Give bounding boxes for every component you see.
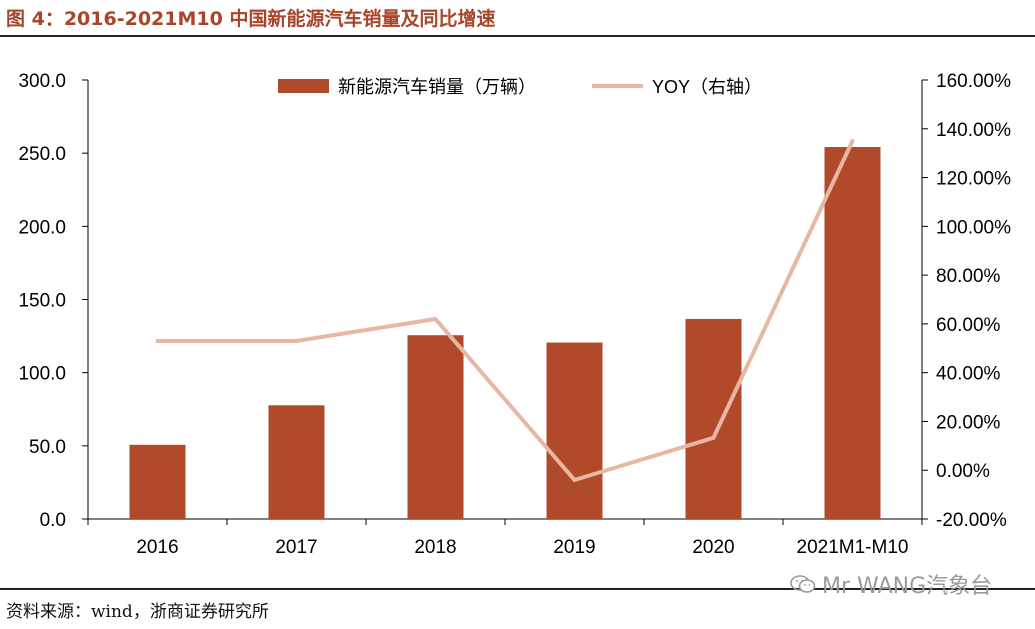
- x-tick-label: 2016: [136, 537, 178, 558]
- yoy-point: [294, 338, 299, 343]
- yoy-point: [711, 435, 716, 440]
- bar: [268, 405, 325, 519]
- left-tick-label: 250.0: [18, 144, 66, 165]
- bar: [129, 444, 186, 519]
- yoy-point: [850, 138, 855, 143]
- legend: 新能源汽车销量（万辆） YOY（右轴）: [278, 77, 762, 97]
- bar: [685, 318, 742, 519]
- right-tick-label: 140.00%: [936, 120, 1011, 141]
- yoy-point: [433, 317, 438, 322]
- watermark: Mr WANG汽象台: [790, 568, 992, 600]
- right-tick-label: 20.00%: [936, 412, 1001, 433]
- right-tick-label: 60.00%: [936, 315, 1001, 336]
- right-tick-label: 40.00%: [936, 364, 1001, 385]
- left-tick-label: 50.0: [29, 437, 66, 458]
- legend-line-label: YOY（右轴）: [652, 77, 762, 97]
- x-tick-label: 2021M1-M10: [797, 537, 909, 558]
- x-tick-label: 2018: [414, 537, 456, 558]
- top-rule: [0, 35, 1035, 37]
- bar: [546, 342, 603, 519]
- left-tick-label: 100.0: [18, 364, 66, 385]
- bars: [129, 147, 881, 519]
- chart: 0.0 50.0 100.0 150.0 200.0 250.0 300.0 -20.00% 0…: [18, 71, 1011, 558]
- right-tick-label: 80.00%: [936, 266, 1001, 287]
- legend-bar-swatch: [278, 79, 329, 93]
- right-tick-label: 100.00%: [936, 217, 1011, 238]
- left-tick-label: 0.0: [40, 510, 66, 531]
- wechat-icon: [790, 575, 816, 593]
- yoy-point: [572, 477, 577, 482]
- yoy-line-path: [157, 140, 855, 482]
- right-tick-label: 0.00%: [936, 461, 990, 482]
- yoy-line: [155, 138, 855, 482]
- x-tick-label: 2020: [692, 537, 734, 558]
- watermark-text: Mr WANG汽象台: [822, 574, 993, 599]
- source-note: 资料来源：wind，浙商证券研究所: [6, 602, 269, 622]
- left-tick-label: 150.0: [18, 291, 66, 312]
- yoy-point: [155, 338, 160, 343]
- tick-labels: 0.0 50.0 100.0 150.0 200.0 250.0 300.0 -20.00% 0…: [18, 71, 1011, 558]
- right-tick-label: 120.00%: [936, 169, 1011, 190]
- figure-title: 图 4：2016-2021M10 中国新能源汽车销量及同比增速: [6, 8, 496, 30]
- bar: [824, 147, 881, 519]
- left-tick-label: 200.0: [18, 217, 66, 238]
- x-tick-label: 2019: [553, 537, 595, 558]
- left-tick-label: 300.0: [18, 71, 66, 92]
- x-tick-label: 2017: [275, 537, 317, 558]
- legend-bar-label: 新能源汽车销量（万辆）: [338, 77, 536, 97]
- axes: [82, 79, 928, 525]
- right-tick-label: -20.00%: [936, 510, 1007, 531]
- bottom-rule: [0, 588, 1035, 590]
- bar: [407, 335, 464, 519]
- right-tick-label: 160.00%: [936, 71, 1011, 92]
